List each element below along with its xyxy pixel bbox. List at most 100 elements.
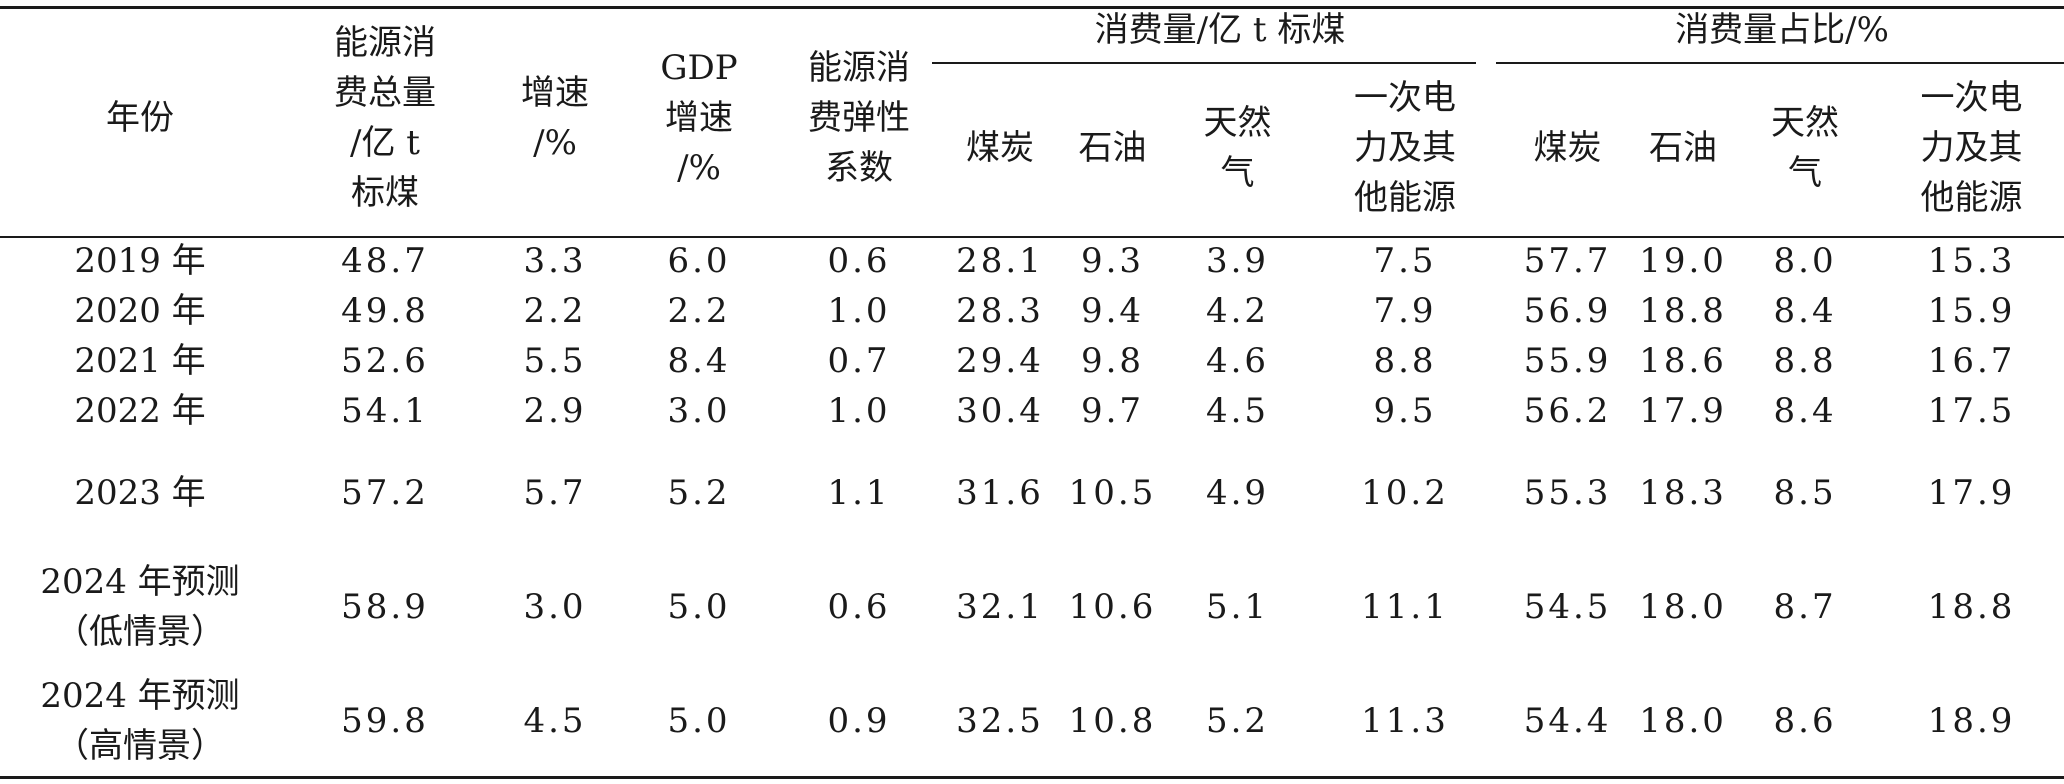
header-elasticity: 能源消 费弹性 系数 <box>808 48 910 188</box>
table-cell: 28.3 <box>956 291 1044 331</box>
table-cell: 2.2 <box>523 291 587 331</box>
table-cell: 9.7 <box>1080 391 1145 431</box>
table-cell: 18.9 <box>1927 701 2016 741</box>
table-cell: 49.8 <box>341 291 429 331</box>
table-cell: 8.0 <box>1773 241 1837 281</box>
table-cell: 5.2 <box>667 473 731 513</box>
group-rule-volume <box>932 62 1476 64</box>
table-cell: 57.2 <box>341 473 429 513</box>
table-cell: 11.3 <box>1361 701 1449 741</box>
table-body: 2019 年 48.7 3.3 6.0 0.6 28.1 9.3 3.9 7.5 57.7 19.0… <box>0 236 2064 778</box>
table-cell: 5.5 <box>523 341 587 381</box>
table-cell: 31.6 <box>956 473 1044 513</box>
table-cell: 58.9 <box>341 587 429 627</box>
header-growth: 增速 /% <box>521 73 589 163</box>
table-cell: 16.7 <box>1927 341 2016 381</box>
table-cell: 17.5 <box>1927 391 2016 431</box>
header-gas-share: 天然 气 <box>1771 103 1840 193</box>
header-year: 年份 <box>106 98 174 138</box>
table-cell: 18.8 <box>1927 587 2016 627</box>
table-cell: 17.9 <box>1927 473 2016 513</box>
table-row: 2023 年 57.2 5.7 5.2 1.1 31.6 10.5 4.9 10.2 55.3 18… <box>0 436 2064 550</box>
table-row: 2024 年预测 （低情景） 58.9 3.0 5.0 0.6 32.1 10.6 5.1 11.… <box>0 550 2064 664</box>
row-year: 2020 年 <box>74 291 206 331</box>
table-cell: 30.4 <box>956 391 1044 431</box>
table-cell: 10.5 <box>1068 473 1157 513</box>
table-cell: 15.9 <box>1927 291 2016 331</box>
header-group-share: 消费量占比/% <box>1675 10 1889 50</box>
table-cell: 8.8 <box>1373 341 1437 381</box>
row-year: 2024 年预测 （低情景） <box>40 562 240 652</box>
table-cell: 9.8 <box>1080 341 1145 381</box>
table-row: 2019 年 48.7 3.3 6.0 0.6 28.1 9.3 3.9 7.5 57.7 19.0… <box>0 236 2064 286</box>
table-cell: 2.2 <box>667 291 731 331</box>
table-cell: 15.3 <box>1927 241 2016 281</box>
table-cell: 4.2 <box>1205 291 1270 331</box>
table-cell: 54.1 <box>341 391 429 431</box>
table-cell: 0.7 <box>827 341 891 381</box>
table-cell: 56.9 <box>1523 291 1612 331</box>
table-cell: 5.1 <box>1205 587 1270 627</box>
table-cell: 6.0 <box>667 241 731 281</box>
table-cell: 7.9 <box>1373 291 1437 331</box>
header-gdp-growth: GDP 增速 /% <box>660 48 738 188</box>
table-cell: 19.0 <box>1639 241 1727 281</box>
header-rule <box>0 236 2064 238</box>
table-cell: 56.2 <box>1523 391 1612 431</box>
table-cell: 57.7 <box>1523 241 1612 281</box>
table-cell: 8.4 <box>1773 291 1837 331</box>
table-cell: 11.1 <box>1361 587 1449 627</box>
table-cell: 1.0 <box>827 391 891 431</box>
row-year: 2023 年 <box>74 473 206 513</box>
table-cell: 54.4 <box>1523 701 1612 741</box>
header-primary-share: 一次电 力及其 他能源 <box>1920 78 2023 218</box>
table-row: 2021 年 52.6 5.5 8.4 0.7 29.4 9.8 4.6 8.8 55.9 18.6… <box>0 336 2064 386</box>
header-gas: 天然 气 <box>1203 103 1272 193</box>
table-cell: 5.2 <box>1205 701 1270 741</box>
table-cell: 4.6 <box>1205 341 1270 381</box>
table-row: 2022 年 54.1 2.9 3.0 1.0 30.4 9.7 4.5 9.5 56.2 17.9… <box>0 386 2064 436</box>
table-cell: 9.4 <box>1080 291 1145 331</box>
table-cell: 18.8 <box>1639 291 1727 331</box>
table-cell: 55.3 <box>1523 473 1612 513</box>
group-rule-share <box>1496 62 2064 64</box>
row-year: 2024 年预测 （高情景） <box>40 676 240 766</box>
table-cell: 18.6 <box>1639 341 1727 381</box>
table-cell: 3.0 <box>667 391 731 431</box>
table-cell: 0.9 <box>827 701 891 741</box>
table-cell: 8.8 <box>1773 341 1837 381</box>
table-cell: 18.0 <box>1639 701 1727 741</box>
table-cell: 8.7 <box>1773 587 1837 627</box>
top-rule <box>0 6 2064 9</box>
table-cell: 4.9 <box>1205 473 1270 513</box>
header-coal-share: 煤炭 <box>1533 128 1602 168</box>
table-cell: 5.0 <box>667 701 731 741</box>
row-year: 2021 年 <box>74 341 206 381</box>
table-cell: 28.1 <box>956 241 1044 281</box>
table-cell: 9.3 <box>1080 241 1145 281</box>
table-cell: 8.4 <box>1773 391 1837 431</box>
table-cell: 7.5 <box>1373 241 1437 281</box>
table-cell: 8.5 <box>1773 473 1837 513</box>
table-cell: 0.6 <box>827 241 891 281</box>
table-cell: 3.3 <box>523 241 587 281</box>
table-cell: 4.5 <box>1205 391 1270 431</box>
table-cell: 10.2 <box>1361 473 1449 513</box>
table-cell: 8.6 <box>1773 701 1837 741</box>
table-cell: 52.6 <box>341 341 429 381</box>
table-cell: 5.0 <box>667 587 731 627</box>
table-cell: 32.1 <box>956 587 1044 627</box>
table-cell: 29.4 <box>956 341 1044 381</box>
header-oil-share: 石油 <box>1649 128 1718 168</box>
table-cell: 3.0 <box>523 587 587 627</box>
table-cell: 1.1 <box>827 473 891 513</box>
table-cell: 18.3 <box>1639 473 1727 513</box>
table-cell: 2.9 <box>523 391 587 431</box>
table-cell: 55.9 <box>1523 341 1612 381</box>
table-cell: 32.5 <box>956 701 1044 741</box>
row-year: 2022 年 <box>74 391 206 431</box>
table-row: 2020 年 49.8 2.2 2.2 1.0 28.3 9.4 4.2 7.9 56.9 18.8… <box>0 286 2064 336</box>
header-primary: 一次电 力及其 他能源 <box>1354 78 1457 218</box>
table-row: 2024 年预测 （高情景） 59.8 4.5 5.0 0.9 32.5 10.8 5.2 11.… <box>0 664 2064 778</box>
